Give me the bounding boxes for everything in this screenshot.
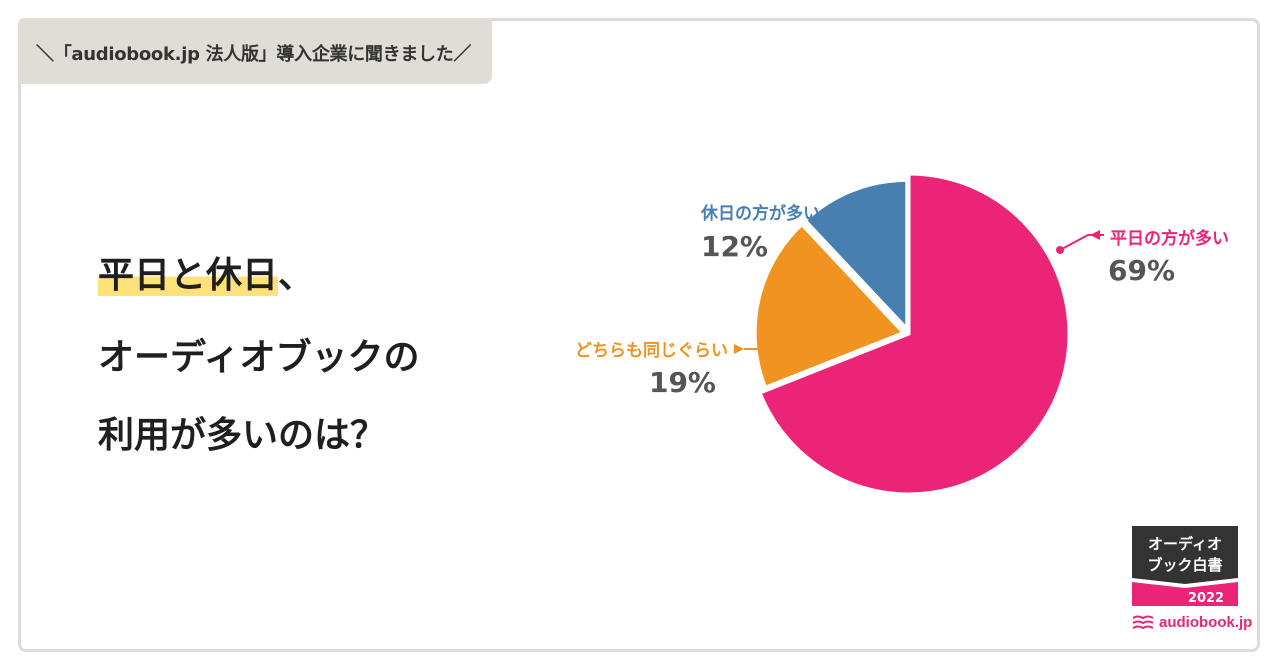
callout-same: どちらも同じぐらい 19% xyxy=(575,322,792,399)
pie-slice-weekday xyxy=(758,172,1071,496)
logo-text: audiobook.jp xyxy=(1159,614,1253,631)
callout-weekday: 平日の方が多い 69% xyxy=(1056,228,1229,287)
audiobook-whitepaper-badge: オーディオ ブック白書 2022 xyxy=(1132,526,1238,606)
badge-line-2: ブック白書 xyxy=(1147,556,1222,574)
slice-label-holiday: 休日の方が多い xyxy=(700,203,820,224)
question-line-1-rest: 、 xyxy=(278,255,315,296)
question-line-1: 平日と休日、 xyxy=(98,246,314,298)
question-line-3: 利用が多いのは？ xyxy=(98,415,387,456)
badge-year: 2022 xyxy=(1188,591,1224,606)
header-tag-text: ＼「audiobook.jp 法人版」導入企業に聞きました／ xyxy=(36,44,472,65)
pie-slice-holiday xyxy=(803,178,909,333)
pie-slice-same xyxy=(753,222,906,390)
question-highlight: 平日と休日 xyxy=(98,255,279,296)
slice-value-same: 19% xyxy=(649,366,716,399)
header-tag xyxy=(18,18,492,84)
slice-label-same: どちらも同じぐらい xyxy=(575,341,728,361)
slice-label-weekday: 平日の方が多い xyxy=(1110,228,1229,249)
badge-line-1: オーディオ xyxy=(1148,535,1222,553)
callout-holiday: 休日の方が多い 12% xyxy=(700,203,862,263)
slice-value-holiday: 12% xyxy=(701,230,768,263)
question-line-2: オーディオブックの xyxy=(98,337,420,378)
book-icon xyxy=(1132,615,1154,629)
audiobook-logo: audiobook.jp xyxy=(1132,614,1252,631)
slice-value-weekday: 69% xyxy=(1108,254,1175,287)
